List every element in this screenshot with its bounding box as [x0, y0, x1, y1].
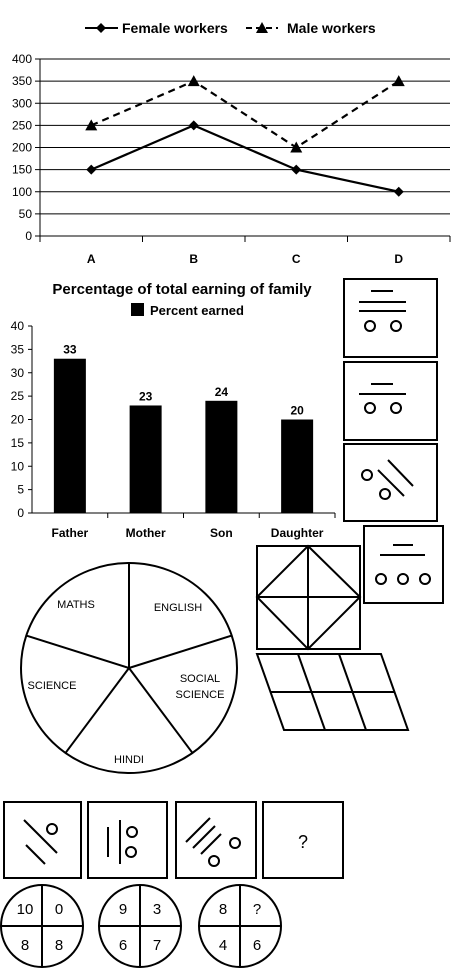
quadrant-number: 4 — [219, 937, 227, 954]
quadrant-number: 9 — [119, 901, 127, 918]
line-chart-series — [85, 75, 405, 197]
legend-marker-male — [256, 22, 268, 33]
figure-box-2 — [343, 361, 438, 441]
y-tick-label: 50 — [19, 207, 33, 221]
number-circle: 8 ? 4 6 — [198, 884, 282, 968]
pie-slice-label: SCIENCE — [28, 680, 77, 692]
pie-slice-label: MATHS — [57, 599, 95, 611]
x-tick-label: A — [87, 252, 96, 266]
pie-chart: MATHS ENGLISH SOCIAL SCIENCE HINDI SCIENCE — [20, 562, 238, 774]
quadrant-number: 3 — [153, 901, 161, 918]
x-tick-label: Mother — [126, 526, 166, 540]
y-tick-label: 5 — [17, 483, 24, 497]
diamond-square-figure — [255, 544, 362, 651]
legend-label-male: Male workers — [287, 20, 376, 36]
data-point-marker — [393, 186, 404, 197]
pie-slice-divider — [64, 667, 130, 754]
y-tick-label: 0 — [25, 229, 32, 243]
y-tick-label: 35 — [11, 342, 25, 356]
quadrant-number: 8 — [55, 937, 63, 954]
pie-slice-divider — [128, 667, 194, 754]
series-box-3 — [175, 801, 257, 879]
data-point-marker — [187, 75, 200, 87]
y-tick-label: 250 — [12, 118, 32, 132]
series-box-answer: ? — [262, 801, 344, 879]
x-tick-label: C — [292, 252, 301, 266]
line-chart: Female workers Male workers 0 50 100 150 200… — [12, 20, 451, 266]
figure-box-4 — [363, 525, 444, 604]
x-tick-label: Father — [52, 526, 89, 540]
series-line — [90, 79, 400, 149]
bar — [205, 400, 238, 513]
pie-slice-label: ENGLISH — [154, 602, 202, 614]
bar-chart: Percentage of total earning of family Pe… — [11, 281, 336, 540]
quadrant-number: 8 — [219, 901, 227, 918]
figure-box-1 — [343, 278, 438, 358]
y-tick-label: 25 — [11, 389, 25, 403]
line-chart-legend: Female workers Male workers — [85, 20, 376, 36]
quadrant-number: 6 — [253, 937, 261, 954]
pie-slice-label: SOCIAL SCIENCE — [176, 673, 225, 701]
bar — [129, 405, 162, 513]
y-tick-label: 10 — [11, 459, 25, 473]
y-tick-label: 20 — [11, 413, 25, 427]
parallelogram-grid-figure — [255, 653, 410, 731]
x-tick-label: D — [394, 252, 403, 266]
data-point-marker — [290, 141, 303, 153]
pie-slice-divider — [128, 634, 233, 669]
x-tick-label: Son — [210, 526, 233, 540]
bar-legend-label: Percent earned — [150, 303, 244, 318]
line-chart-y-ticks: 0 50 100 150 200 250 300 350 400 — [12, 52, 40, 243]
quadrant-number: 0 — [55, 901, 63, 918]
series-box-1 — [3, 801, 82, 879]
number-circle: 9 3 6 7 — [98, 884, 182, 968]
quadrant-number: 6 — [119, 937, 127, 954]
data-point-marker — [188, 120, 199, 131]
quadrant-number: 7 — [153, 937, 161, 954]
bar-chart-bars: 33 Father 23 Mother 24 Son 20 Daughter — [52, 343, 324, 540]
legend-label-female: Female workers — [122, 20, 228, 36]
y-tick-label: 40 — [11, 319, 25, 333]
figure-box-3 — [343, 443, 438, 522]
number-circle: 10 0 8 8 — [0, 884, 84, 968]
y-tick-label: 400 — [12, 52, 32, 66]
pie-slice-label: HINDI — [114, 754, 144, 766]
number-circles: 10 0 8 8 9 3 6 7 8 ? 4 6 — [0, 884, 282, 968]
series-box-2 — [87, 801, 168, 879]
legend-marker-female — [96, 23, 106, 33]
y-tick-label: 15 — [11, 436, 25, 450]
pie-slice-divider — [25, 634, 130, 669]
x-tick-label: Daughter — [271, 526, 324, 540]
bar — [281, 419, 314, 513]
bar-data-label: 33 — [63, 343, 77, 357]
x-tick-label: B — [189, 252, 198, 266]
quadrant-number: 8 — [21, 937, 29, 954]
y-tick-label: 100 — [12, 185, 32, 199]
data-point-marker — [392, 75, 405, 87]
y-tick-label: 300 — [12, 96, 32, 110]
data-point-marker — [86, 164, 97, 175]
data-point-marker — [291, 164, 302, 175]
data-point-marker — [85, 119, 98, 131]
y-tick-label: 350 — [12, 74, 32, 88]
y-tick-label: 150 — [12, 163, 32, 177]
y-tick-label: 30 — [11, 366, 25, 380]
question-mark: ? — [298, 832, 308, 852]
y-tick-label: 200 — [12, 141, 32, 155]
bar-data-label: 24 — [215, 385, 229, 399]
series-line — [90, 124, 399, 193]
bar-legend-swatch — [131, 303, 144, 316]
quadrant-number: 10 — [17, 901, 34, 918]
bar — [53, 358, 86, 513]
y-tick-label: 0 — [17, 506, 24, 520]
bar-chart-title: Percentage of total earning of family — [52, 281, 312, 298]
bar-data-label: 20 — [290, 404, 304, 418]
line-chart-x-axis: A B C D — [39, 59, 451, 266]
bar-data-label: 23 — [139, 389, 153, 403]
quadrant-number: ? — [253, 901, 261, 918]
